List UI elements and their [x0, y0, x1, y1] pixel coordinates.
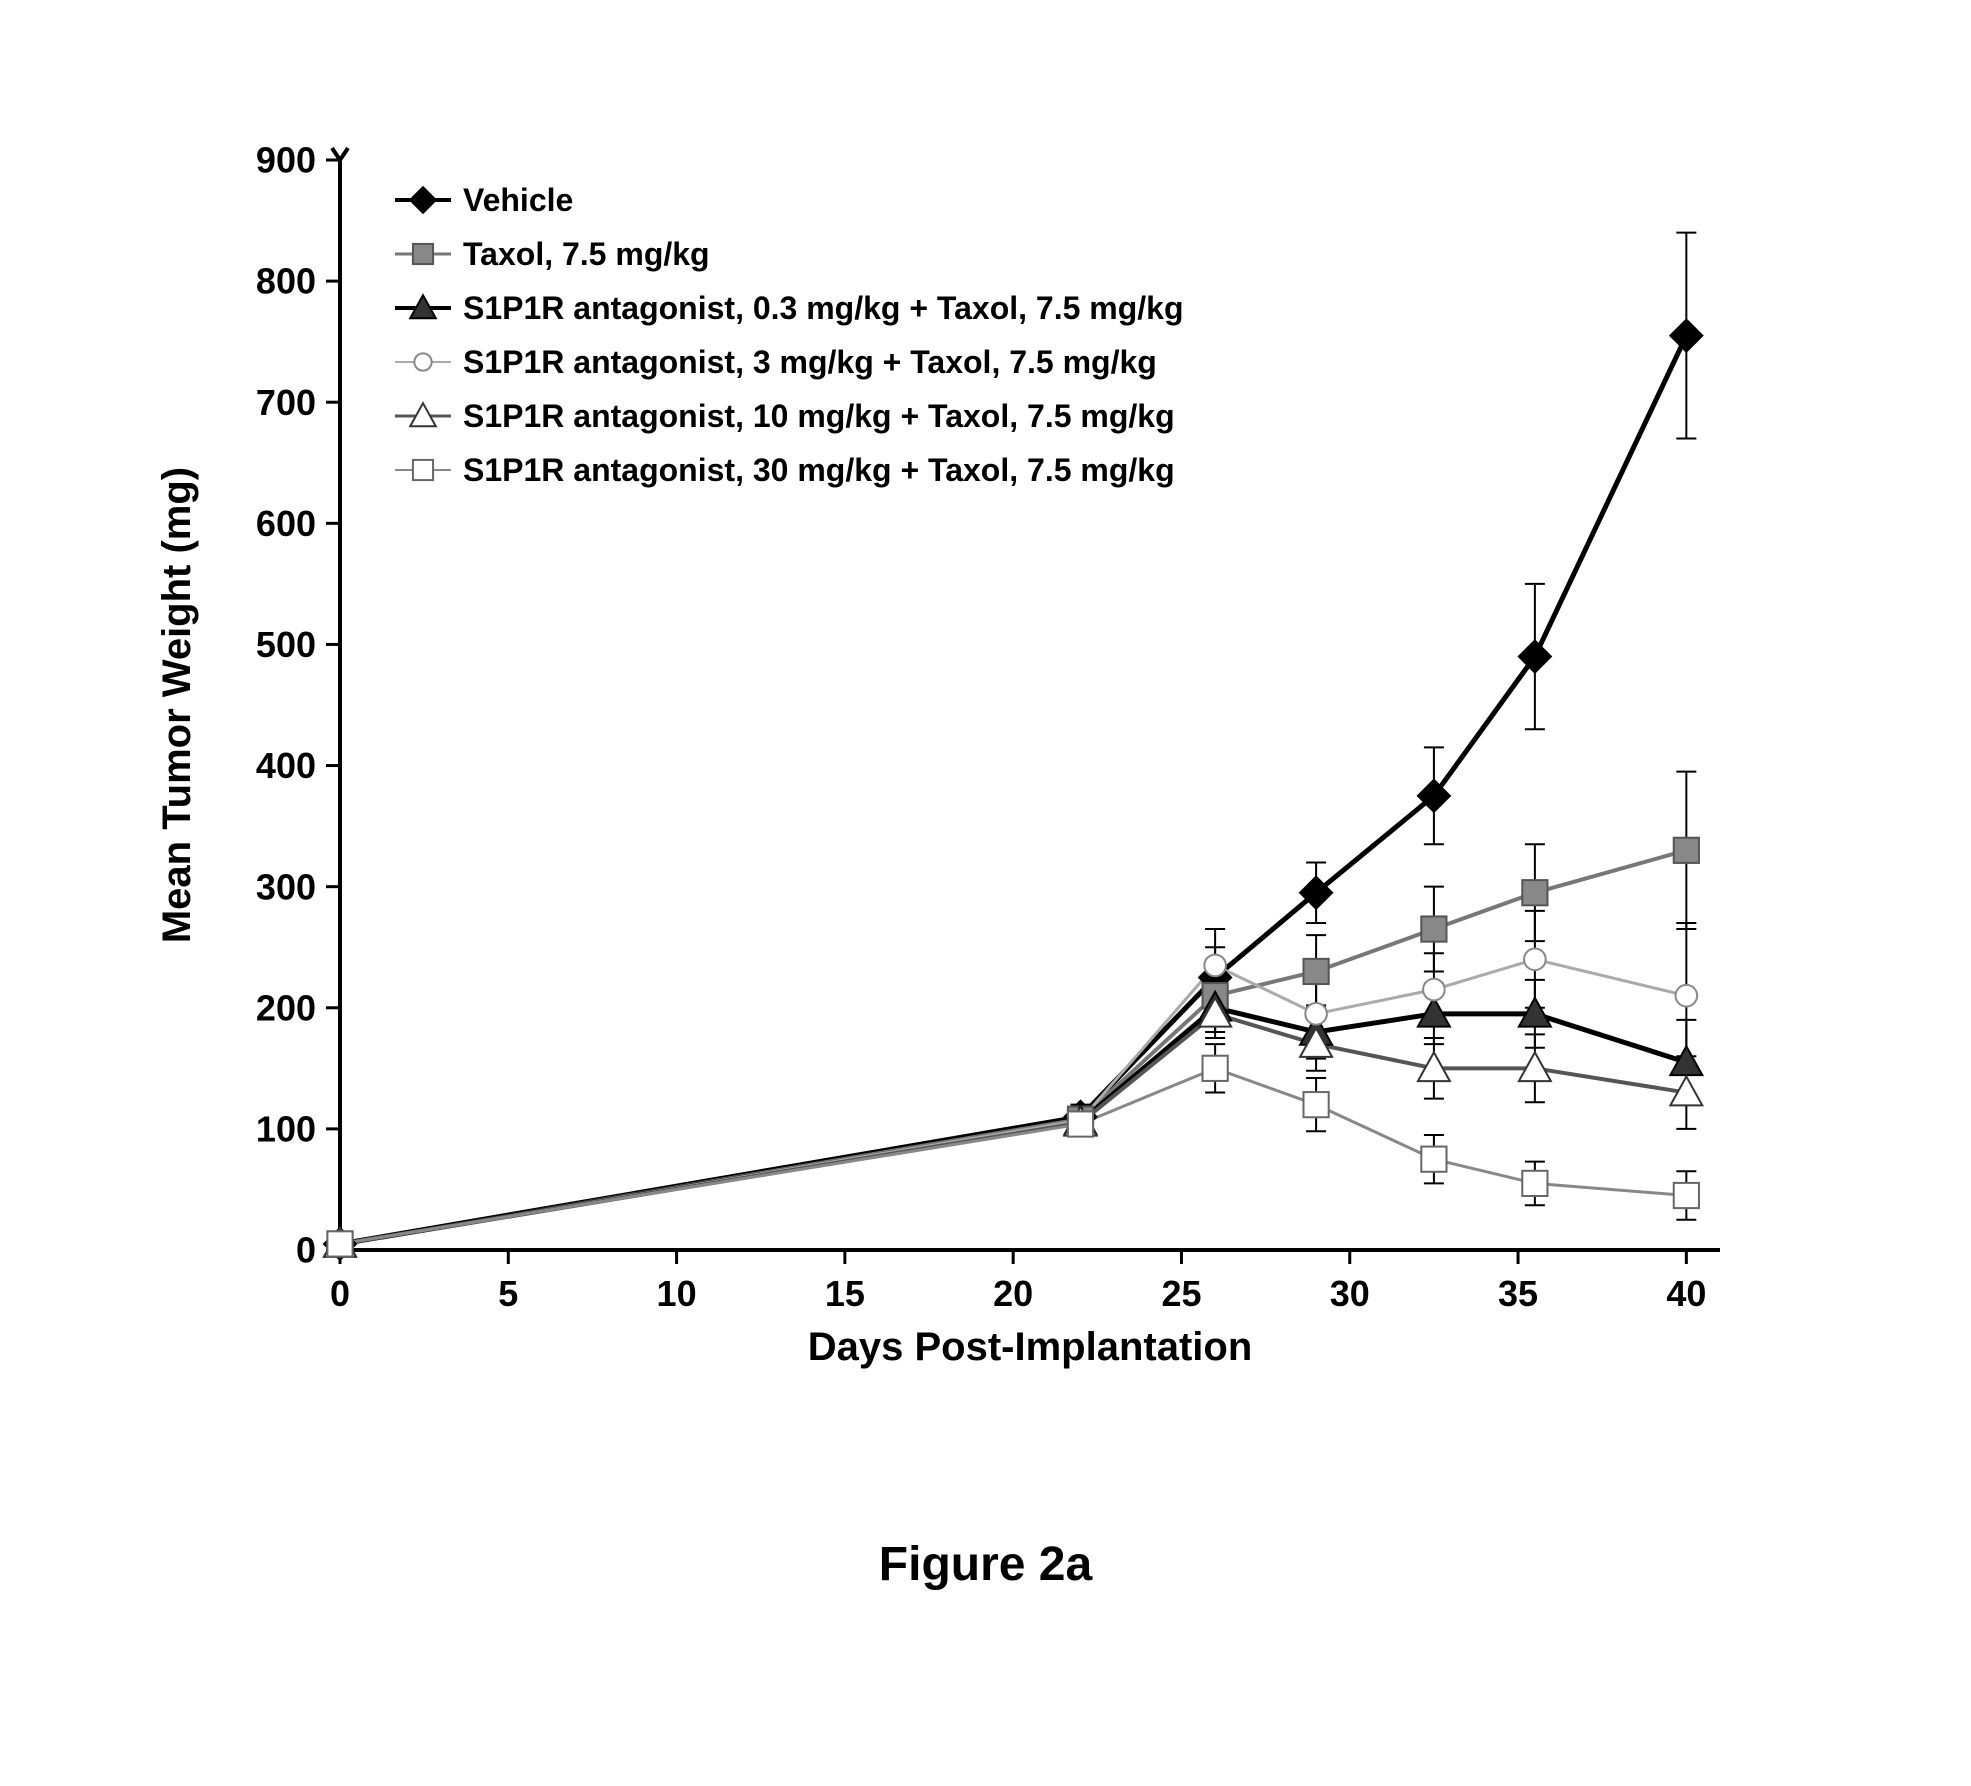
series-marker — [1674, 1183, 1699, 1208]
legend-label: S1P1R antagonist, 10 mg/kg + Taxol, 7.5 … — [463, 398, 1175, 434]
legend-marker — [413, 460, 433, 480]
series-marker — [1203, 1056, 1228, 1081]
y-tick-label: 200 — [256, 987, 316, 1028]
y-tick-label: 400 — [256, 745, 316, 786]
series-marker — [1303, 1092, 1328, 1117]
series-line — [340, 1068, 1686, 1244]
series-marker — [1303, 959, 1328, 984]
x-tick-label: 15 — [825, 1273, 865, 1314]
x-tick-label: 20 — [993, 1273, 1033, 1314]
legend-label: S1P1R antagonist, 3 mg/kg + Taxol, 7.5 m… — [463, 344, 1157, 380]
x-axis-label: Days Post-Implantation — [808, 1325, 1253, 1369]
series-marker — [1522, 880, 1547, 905]
y-tick-label: 100 — [256, 1108, 316, 1149]
x-tick-label: 10 — [657, 1273, 697, 1314]
figure-svg: 0510152025303540010020030040050060070080… — [0, 0, 1971, 1786]
x-tick-label: 35 — [1498, 1273, 1538, 1314]
series-line — [340, 959, 1686, 1244]
y-tick-label: 700 — [256, 382, 316, 423]
figure-wrap: 0510152025303540010020030040050060070080… — [0, 0, 1971, 1786]
legend-marker — [414, 353, 431, 370]
series-marker — [1305, 1003, 1327, 1025]
legend-marker — [410, 187, 436, 213]
y-tick-label: 500 — [256, 624, 316, 665]
y-tick-label: 600 — [256, 503, 316, 544]
series-marker — [1670, 320, 1702, 352]
series-marker — [327, 1231, 352, 1256]
x-tick-label: 5 — [498, 1273, 518, 1314]
y-axis-label: Mean Tumor Weight (mg) — [155, 467, 199, 943]
x-tick-label: 25 — [1161, 1273, 1201, 1314]
series-marker — [1522, 1171, 1547, 1196]
legend-label: S1P1R antagonist, 0.3 mg/kg + Taxol, 7.5… — [463, 290, 1184, 326]
series-marker — [1423, 979, 1445, 1001]
y-tick-label: 0 — [296, 1230, 316, 1271]
legend-marker — [413, 244, 433, 264]
series-marker — [1421, 916, 1446, 941]
series-marker — [1676, 985, 1698, 1007]
series-marker — [1421, 1147, 1446, 1172]
legend-label: Taxol, 7.5 mg/kg — [463, 236, 710, 272]
legend-label: S1P1R antagonist, 30 mg/kg + Taxol, 7.5 … — [463, 452, 1175, 488]
series-marker — [1524, 949, 1546, 971]
x-tick-label: 0 — [330, 1273, 350, 1314]
legend-label: Vehicle — [463, 182, 573, 218]
series-marker — [1204, 955, 1226, 977]
y-tick-label: 800 — [256, 261, 316, 302]
series-line — [340, 850, 1686, 1244]
figure-title: Figure 2a — [879, 1538, 1093, 1591]
y-tick-label: 900 — [256, 140, 316, 181]
y-tick-label: 300 — [256, 866, 316, 907]
series-marker — [1674, 838, 1699, 863]
x-tick-label: 40 — [1666, 1273, 1706, 1314]
y-axis-cap — [340, 148, 348, 160]
series-marker — [1068, 1111, 1093, 1136]
x-tick-label: 30 — [1330, 1273, 1370, 1314]
